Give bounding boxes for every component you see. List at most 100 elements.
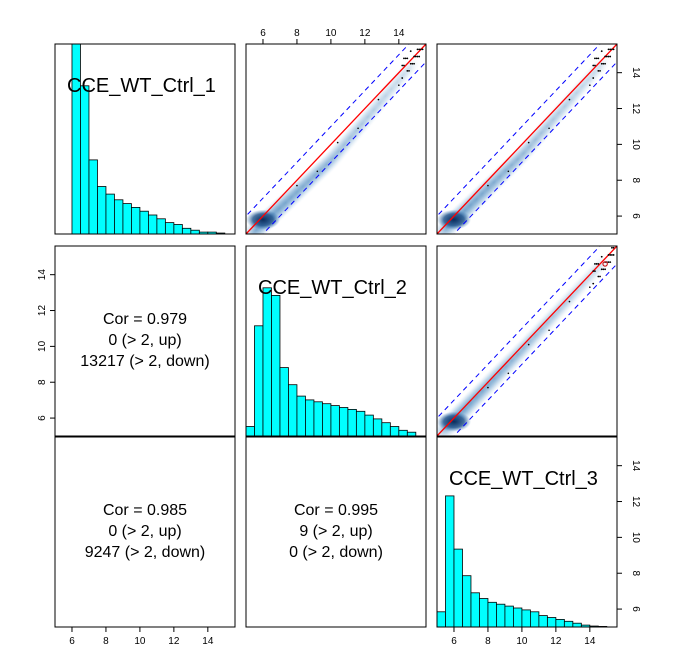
density-core <box>437 411 471 432</box>
data-point <box>597 69 600 72</box>
lower-fold-line <box>262 61 426 234</box>
data-point <box>599 69 601 72</box>
data-point <box>595 263 598 265</box>
correlation-panel-2-1: Cor = 0.979 0 (> 2, up) 13217 (> 2, down) <box>54 245 236 437</box>
histogram-bar <box>173 224 183 235</box>
data-point <box>401 77 404 79</box>
histogram-bar <box>529 611 540 628</box>
upper-fold-line <box>437 44 601 217</box>
tick-label: 10 <box>37 340 48 352</box>
data-point <box>613 41 615 43</box>
histogram-bar <box>462 575 472 628</box>
histogram-bar <box>538 615 548 628</box>
data-point <box>589 286 591 289</box>
histogram-bar <box>97 186 107 235</box>
data-point <box>592 282 595 285</box>
histogram-bar <box>513 607 523 628</box>
diagonal-panel-1: CCE_WT_Ctrl_1 <box>54 43 236 235</box>
histogram-bar <box>355 410 366 437</box>
correlation-value: Cor = 0.979 <box>103 311 187 328</box>
histogram-bar <box>296 395 306 437</box>
data-point <box>420 48 422 51</box>
data-point <box>416 48 419 51</box>
histogram-bar <box>479 598 489 628</box>
histogram-bar <box>487 601 497 628</box>
tick-label: 8 <box>294 28 300 39</box>
histogram-bar <box>271 294 281 437</box>
data-point <box>413 62 416 65</box>
data-point <box>336 141 339 144</box>
histogram-bar <box>105 193 115 235</box>
histogram-bar <box>131 206 141 235</box>
tick-label: 10 <box>325 28 337 39</box>
data-point <box>406 69 409 72</box>
data-point <box>592 77 595 79</box>
data-point <box>604 268 607 271</box>
histogram-bar <box>245 426 255 437</box>
histogram-bar <box>389 426 400 437</box>
data-point <box>403 57 405 60</box>
identity-line <box>437 246 617 436</box>
data-point <box>600 268 603 271</box>
tick-label: 12 <box>359 28 371 39</box>
histogram-bar <box>279 367 289 437</box>
histogram-bar <box>164 222 175 235</box>
data-point <box>602 268 605 271</box>
tick-label: 12 <box>630 103 641 115</box>
data-point <box>611 48 613 51</box>
data-point <box>611 246 613 249</box>
histogram-bar <box>470 592 480 628</box>
data-point <box>594 263 596 265</box>
histogram-bar <box>71 43 81 235</box>
data-point <box>605 55 608 58</box>
data-point <box>568 98 571 101</box>
histogram-bar <box>347 408 357 437</box>
data-point <box>609 48 612 51</box>
down-count: 0 (> 2, down) <box>289 544 383 561</box>
scatter-panel-1-3 <box>436 41 618 235</box>
histogram-bar <box>372 418 383 437</box>
data-point <box>594 64 596 67</box>
histogram-bar <box>122 203 132 235</box>
histogram-bar <box>555 619 565 628</box>
data-point <box>597 275 600 278</box>
tick-label: 8 <box>630 570 641 576</box>
histogram-bar <box>338 407 349 437</box>
diagonal-panel-3: CCE_WT_Ctrl_3 <box>436 436 618 628</box>
data-point <box>607 254 610 256</box>
data-point <box>422 41 424 43</box>
histogram-bar <box>313 401 323 437</box>
data-point <box>600 255 603 258</box>
histogram-bar <box>563 620 574 628</box>
data-point <box>594 270 596 272</box>
data-point <box>416 55 419 58</box>
panel-frame <box>245 436 427 628</box>
tick-label: 14 <box>202 636 214 647</box>
histogram-bar <box>364 414 374 437</box>
histogram-bar <box>572 622 582 628</box>
data-point <box>611 254 613 256</box>
data-point <box>597 263 600 265</box>
data-point <box>404 57 407 60</box>
identity-line <box>437 44 617 234</box>
histogram-bar <box>190 229 200 235</box>
histogram-bar <box>436 611 446 628</box>
data-point <box>421 48 424 51</box>
data-point <box>357 127 359 130</box>
tick-label: 14 <box>393 28 405 39</box>
axes: 6 8 10 12 14 6 8 10 12 14 6 8 10 12 14 6 8 10 12 14 6 8 10 12 14… <box>37 28 641 647</box>
panel-frame <box>54 43 236 235</box>
tick-label: 6 <box>69 636 75 647</box>
correlation-value: Cor = 0.995 <box>294 502 378 519</box>
tick-label: 6 <box>630 606 641 612</box>
data-point <box>414 55 417 58</box>
histogram-bar <box>80 85 90 235</box>
tick-label: 6 <box>37 415 48 421</box>
density-core <box>246 209 280 230</box>
tick-label: 12 <box>550 636 562 647</box>
tick-label: 8 <box>630 177 641 183</box>
data-point <box>487 386 489 389</box>
data-point <box>403 64 405 67</box>
data-point <box>568 300 571 303</box>
histogram-bar <box>496 603 506 628</box>
